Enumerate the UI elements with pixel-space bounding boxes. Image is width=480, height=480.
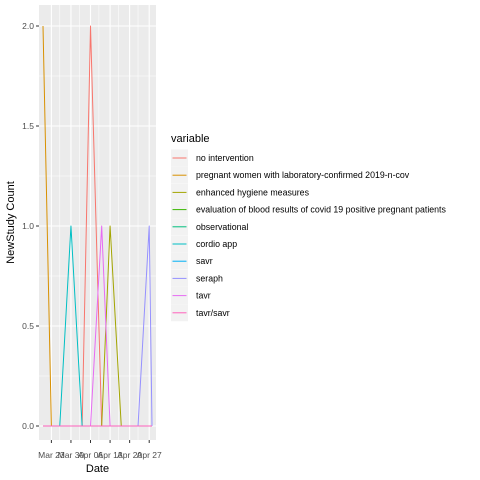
y-tick-label: 2.0 <box>22 21 34 31</box>
y-axis-title: NewStudy Count <box>5 181 17 264</box>
legend-label: seraph <box>196 273 223 283</box>
legend-label: observational <box>196 222 248 232</box>
legend-label: cordio app <box>196 239 237 249</box>
legend-label: no intervention <box>196 153 254 163</box>
y-tick-label: 1.0 <box>22 221 34 231</box>
x-tick-label: Apr 20 <box>117 450 142 460</box>
x-tick-label: Mar 30 <box>58 450 85 460</box>
x-tick-label: Apr 27 <box>137 450 162 460</box>
plot-panel <box>39 5 156 440</box>
legend-label: tavr <box>196 291 211 301</box>
legend-label: tavr/savr <box>196 308 230 318</box>
series-lines <box>42 25 153 427</box>
panel-background <box>39 5 156 440</box>
legend-title: variable <box>171 133 210 145</box>
legend-label: evaluation of blood results of covid 19 … <box>196 205 446 215</box>
y-tick-label: 0.0 <box>22 421 34 431</box>
y-tick-label: 1.5 <box>22 121 34 131</box>
y-tick-label: 0.5 <box>22 321 34 331</box>
legend-label: enhanced hygiene measures <box>196 187 310 197</box>
legend-label: pregnant women with laboratory-confirmed… <box>196 170 410 180</box>
legend-label: savr <box>196 256 213 266</box>
x-axis-title: Date <box>86 463 109 475</box>
x-tick-label: Apr 06 <box>78 450 103 460</box>
legend: variable no intervention pregnant women wi… <box>171 133 446 322</box>
x-tick-label: Apr 13 <box>98 450 123 460</box>
x-tick-label: Mar 23 <box>38 450 65 460</box>
